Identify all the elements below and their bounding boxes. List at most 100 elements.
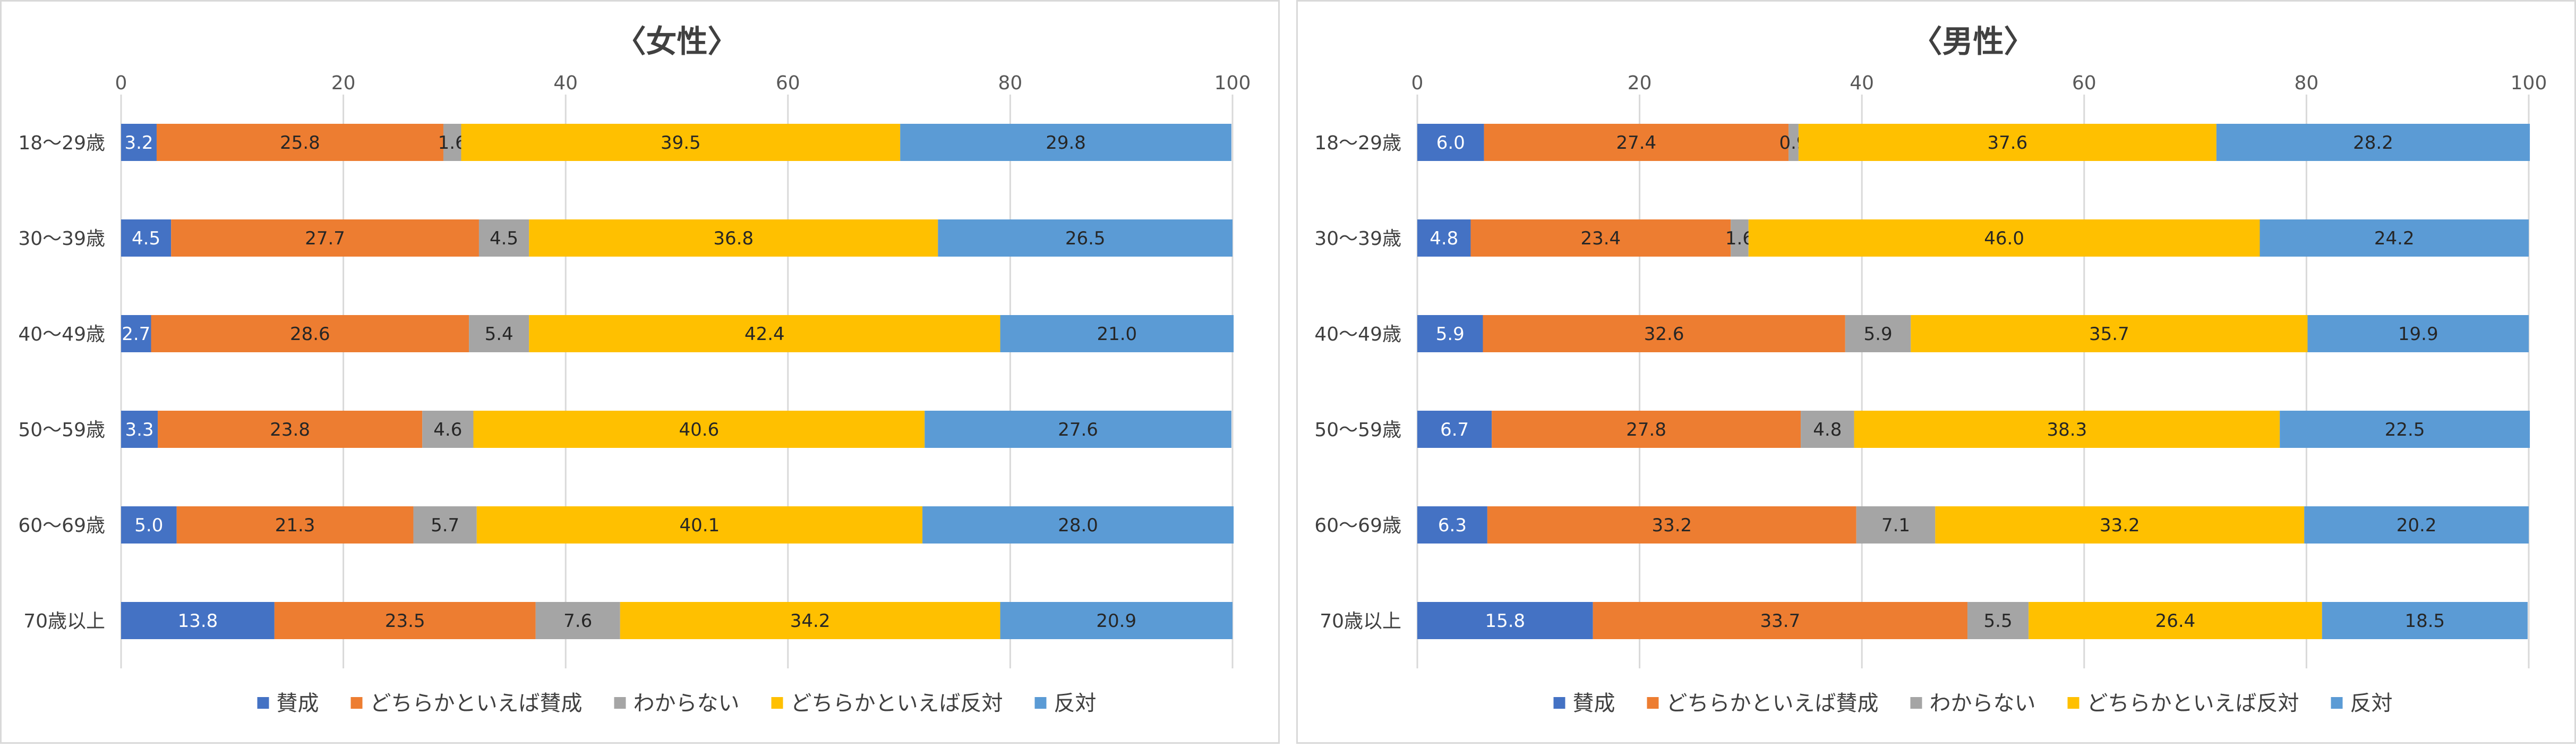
data-label: 5.5 [1984,610,2013,632]
bar-segment [121,506,177,544]
data-label: 4.8 [1813,419,1842,440]
data-label: 40.6 [679,419,720,440]
data-label: 33.2 [1651,515,1692,536]
data-label: 6.3 [1438,515,1467,536]
data-label: 40.1 [680,515,720,536]
bar-segment [1417,602,1593,639]
category-label: 40～49歳 [18,324,105,345]
bar-segment [1856,506,1936,544]
data-label: 4.6 [433,419,462,440]
x-tick-label: 0 [115,72,127,94]
data-label: 37.6 [1988,132,2028,154]
legend-label: どちらかといえば反対 [2087,691,2299,716]
data-label: 27.4 [1616,132,1656,154]
bar-segment [535,602,620,639]
category-label: 18～29歳 [18,132,105,154]
data-label: 3.3 [125,419,153,440]
bar-segment [156,124,443,161]
data-label: 18.5 [2404,610,2445,632]
data-label: 13.8 [178,610,218,632]
data-label: 24.2 [2374,228,2415,249]
bar-segment [1801,411,1854,448]
bar-segment [158,411,423,448]
bar-segment [922,506,1234,544]
category-label: 60～69歳 [1314,515,1401,537]
bar-segment [1487,506,1856,544]
bar-segment [413,506,477,544]
data-label: 34.2 [790,610,831,632]
bar-segment [2307,315,2529,352]
category-label: 60～69歳 [18,515,105,537]
data-label: 22.5 [2385,419,2425,440]
data-label: 29.8 [1046,132,1086,154]
data-label: 27.7 [305,228,345,249]
bar-segment [2304,506,2529,544]
legend-swatch [350,697,363,709]
legend-swatch [1647,697,1659,709]
data-label: 36.8 [713,228,754,249]
bar-segment [121,602,275,639]
data-label: 28.6 [290,324,330,345]
data-label: 42.4 [744,324,785,345]
category-label: 30～39歳 [1314,228,1401,250]
bar-segment [151,315,469,352]
category-label: 30～39歳 [18,228,105,250]
data-label: 28.0 [1058,515,1098,536]
x-tick-label: 60 [2072,72,2096,94]
bar-segment [2216,124,2530,161]
bar-segment [1798,124,2216,161]
bar-segment [1593,602,1968,639]
data-label: 15.8 [1485,610,1525,632]
bar-segment [478,219,529,257]
category-label: 50～59歳 [18,419,105,441]
legend-label: どちらかといえば賛成 [1666,691,1879,716]
data-label: 23.5 [385,610,425,632]
bar-segment [461,124,901,161]
category-label: 50～59歳 [1314,419,1401,441]
bar-segment [1854,411,2280,448]
data-label: 5.9 [1864,324,1893,345]
data-label: 6.7 [1440,419,1469,440]
legend-swatch [614,697,626,709]
bar-segment [925,411,1231,448]
data-label: 23.4 [1580,228,1621,249]
legend-swatch [1034,697,1047,709]
data-label: 20.9 [1096,610,1136,632]
bar-segment [529,219,938,257]
data-label: 6.0 [1436,132,1465,154]
bar-segment [1417,315,1483,352]
x-tick-label: 100 [2511,72,2547,94]
data-label: 7.6 [563,610,592,632]
bar-segment [1911,315,2308,352]
bar-segment [2029,602,2322,639]
legend-swatch [771,697,783,709]
data-label: 39.5 [661,132,701,154]
legend-label: 反対 [2350,691,2393,716]
data-label: 38.3 [2047,419,2087,440]
data-label: 4.8 [1430,228,1458,249]
x-tick-label: 60 [776,72,800,94]
data-label: 28.2 [2353,132,2393,154]
legend-swatch [257,697,269,709]
bar-segment [620,602,1000,639]
x-tick-label: 40 [553,72,578,94]
data-label: 26.5 [1065,228,1106,249]
bar-segment [1417,219,1471,257]
bar-segment [1484,124,1789,161]
data-label: 3.2 [124,132,153,154]
chart-title: 〈女性〉 [615,23,738,60]
bar-segment [1470,219,1731,257]
data-label: 21.0 [1097,324,1137,345]
category-label: 40～49歳 [1314,324,1401,345]
bar-segment [900,124,1231,161]
bar-segment [1731,219,1749,257]
data-label: 21.3 [275,515,315,536]
x-tick-label: 40 [1850,72,1874,94]
bar-segment [1417,411,1492,448]
data-label: 27.6 [1058,419,1098,440]
legend-label: どちらかといえば反対 [791,691,1003,716]
x-tick-label: 0 [1411,72,1424,94]
bar-segment [422,411,474,448]
bar-segment [938,219,1233,257]
